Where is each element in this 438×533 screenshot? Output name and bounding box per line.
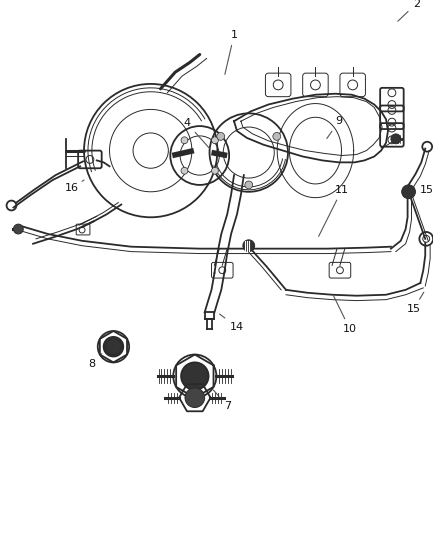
Text: 15: 15 [406, 292, 424, 314]
Circle shape [402, 185, 415, 199]
Circle shape [185, 388, 205, 408]
Text: 7: 7 [213, 390, 231, 410]
Circle shape [104, 337, 123, 357]
Text: 11: 11 [318, 185, 349, 236]
Circle shape [217, 133, 225, 140]
Text: 16: 16 [65, 180, 84, 193]
Circle shape [212, 167, 219, 174]
Circle shape [273, 133, 281, 140]
Text: 10: 10 [333, 295, 357, 334]
Text: 14: 14 [219, 314, 244, 332]
Circle shape [181, 362, 208, 390]
Text: 2: 2 [398, 0, 420, 21]
Circle shape [181, 137, 188, 144]
Text: 15: 15 [417, 180, 434, 195]
Circle shape [243, 240, 254, 252]
Circle shape [14, 224, 23, 234]
Text: 1: 1 [225, 30, 237, 75]
Text: 8: 8 [88, 354, 102, 369]
Circle shape [212, 137, 219, 144]
Circle shape [181, 167, 188, 174]
Circle shape [391, 134, 401, 144]
Circle shape [245, 181, 253, 189]
Text: 9: 9 [327, 116, 343, 139]
Text: 4: 4 [184, 118, 210, 149]
